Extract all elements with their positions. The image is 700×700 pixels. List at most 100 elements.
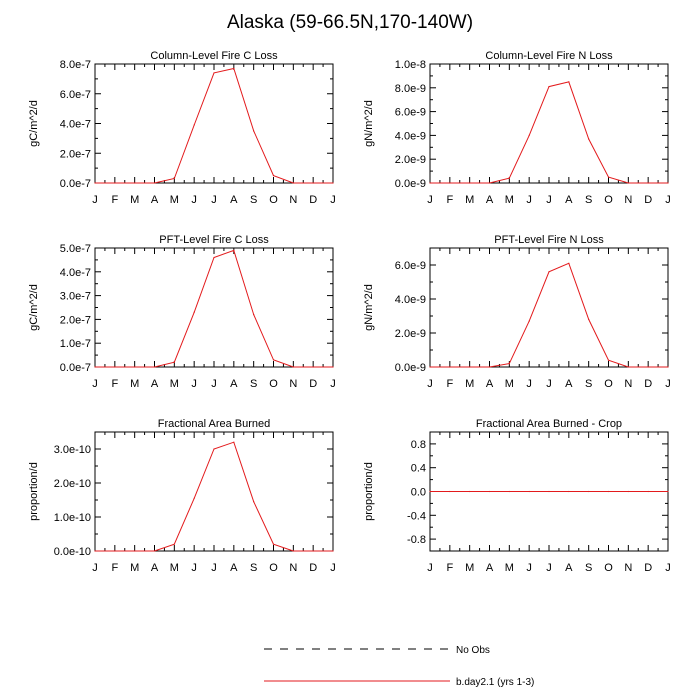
data-point: [94, 182, 96, 184]
y-axis-label: gN/m^2/d: [363, 284, 375, 331]
x-tick-label: D: [309, 562, 317, 574]
x-tick-label: J: [191, 378, 197, 390]
y-axis-label: proportion/d: [363, 462, 375, 521]
x-tick-label: J: [665, 378, 671, 390]
data-point: [667, 366, 669, 368]
legend-label: No Obs: [456, 645, 490, 656]
data-point: [94, 550, 96, 552]
x-tick-label: M: [170, 194, 179, 206]
data-point: [449, 182, 451, 184]
x-tick-label: M: [465, 194, 474, 206]
x-tick-label: N: [289, 562, 297, 574]
data-point: [508, 490, 510, 493]
data-point: [114, 366, 116, 368]
x-tick-label: A: [230, 194, 238, 206]
data-point: [312, 182, 314, 184]
x-tick-label: D: [309, 194, 317, 206]
x-tick-label: M: [130, 194, 139, 206]
data-point: [568, 81, 570, 83]
x-tick-label: S: [250, 194, 257, 206]
y-tick-label: 0.0e-7: [60, 178, 91, 190]
y-tick-label: 0.0e-9: [395, 178, 426, 190]
x-tick-label: M: [170, 562, 179, 574]
x-tick-label: A: [565, 562, 573, 574]
x-tick-label: J: [211, 378, 217, 390]
data-point: [528, 490, 530, 493]
x-tick-label: A: [230, 562, 238, 574]
data-point: [272, 359, 275, 361]
data-point: [233, 67, 235, 70]
x-tick-label: M: [170, 378, 179, 390]
x-tick-label: D: [309, 378, 317, 390]
x-tick-label: J: [546, 194, 552, 206]
series-line: [95, 249, 333, 368]
y-tick-label: 1.0e-10: [54, 512, 91, 524]
data-point: [647, 490, 649, 493]
y-axis-label: proportion/d: [28, 462, 40, 521]
data-point: [153, 366, 156, 368]
x-tick-label: F: [446, 194, 453, 206]
data-point: [312, 366, 314, 368]
data-point: [134, 550, 136, 552]
data-point: [607, 490, 610, 493]
y-tick-label: 4.0e-9: [395, 294, 426, 306]
data-point: [253, 130, 255, 132]
y-tick-label: 4.0e-9: [395, 130, 426, 142]
y-tick-label: 0.0e-9: [395, 362, 426, 374]
x-tick-label: M: [465, 378, 474, 390]
data-point: [332, 182, 334, 184]
x-tick-label: O: [269, 194, 278, 206]
x-tick-label: A: [486, 378, 494, 390]
x-tick-label: J: [330, 378, 336, 390]
x-tick-label: M: [130, 378, 139, 390]
x-tick-label: J: [92, 378, 98, 390]
data-point: [607, 359, 610, 361]
x-tick-label: N: [624, 378, 632, 390]
y-tick-label: 3.0e-7: [60, 291, 91, 303]
data-point: [548, 490, 550, 493]
data-point: [292, 550, 294, 552]
chart-title: PFT-Level Fire N Loss: [494, 234, 604, 246]
y-tick-label: 8.0e-7: [60, 59, 91, 71]
y-tick-label: 1.0e-8: [395, 59, 426, 71]
data-point: [253, 501, 255, 503]
data-point: [153, 182, 156, 184]
data-point: [588, 138, 590, 140]
data-point: [114, 182, 116, 184]
data-point: [488, 366, 491, 368]
data-point: [627, 490, 629, 493]
y-tick-label: 0.0: [411, 487, 426, 499]
data-point: [548, 271, 550, 273]
data-point: [508, 177, 510, 179]
data-point: [667, 490, 669, 493]
x-tick-label: J: [546, 562, 552, 574]
y-tick-label: 3.0e-10: [54, 444, 91, 456]
data-point: [488, 182, 491, 184]
data-point: [173, 543, 175, 545]
data-point: [588, 490, 590, 493]
data-point: [449, 366, 451, 368]
data-point: [193, 497, 195, 499]
data-point: [607, 176, 610, 178]
x-tick-label: J: [92, 562, 98, 574]
chart-title: Fractional Area Burned - Crop: [476, 418, 622, 430]
x-tick-label: D: [644, 378, 652, 390]
data-point: [213, 448, 215, 450]
data-point: [233, 441, 235, 443]
data-point: [528, 134, 530, 136]
data-point: [429, 490, 431, 493]
data-point: [528, 320, 530, 322]
data-point: [488, 490, 491, 493]
x-tick-label: J: [665, 562, 671, 574]
x-tick-label: O: [604, 562, 613, 574]
data-point: [647, 366, 649, 368]
data-point: [469, 490, 471, 493]
x-tick-label: M: [465, 562, 474, 574]
x-tick-label: S: [250, 378, 257, 390]
x-tick-label: J: [191, 194, 197, 206]
y-tick-label: -0.8: [407, 534, 426, 546]
